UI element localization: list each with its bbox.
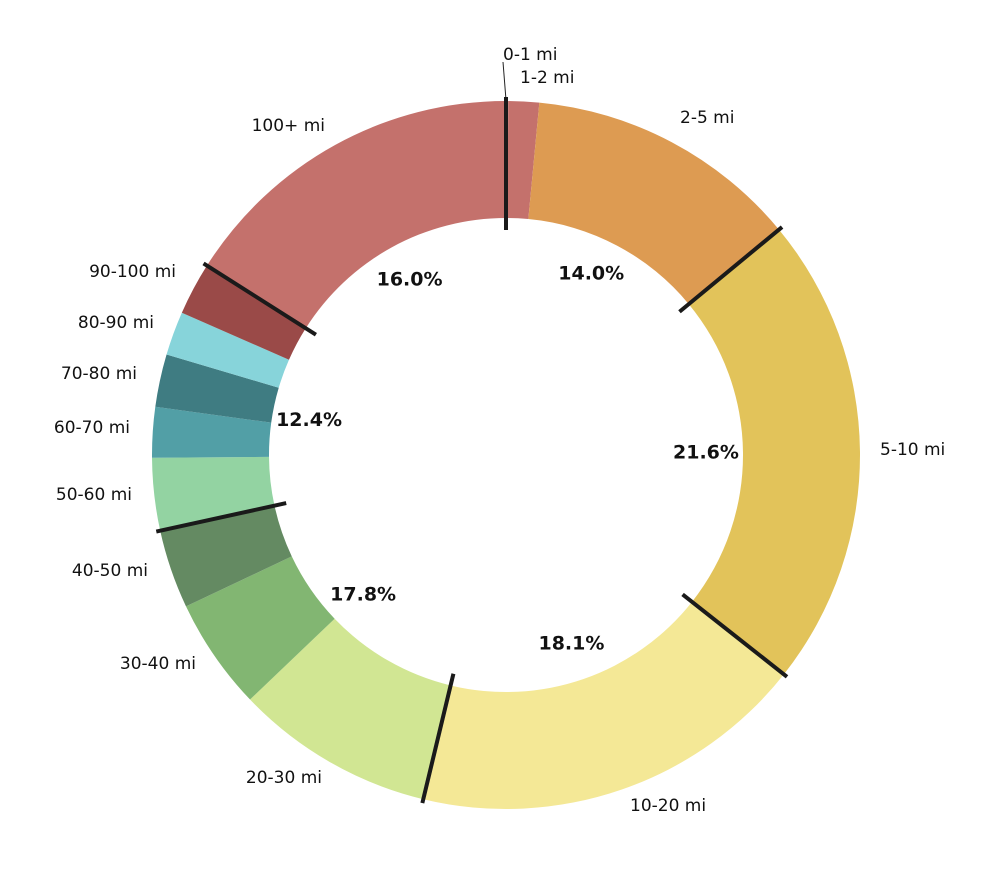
group-label: 17.8% xyxy=(330,583,396,605)
leader-line xyxy=(502,61,507,101)
slice xyxy=(160,505,292,607)
slice-label: 50-60 mi xyxy=(56,485,132,505)
group-label: 12.4% xyxy=(276,409,342,431)
group-label: 18.1% xyxy=(538,632,604,654)
slice xyxy=(423,601,784,810)
group-separator xyxy=(155,501,287,534)
slice-label: 90-100 mi xyxy=(89,262,176,282)
slice xyxy=(507,101,540,220)
slice xyxy=(152,406,272,458)
slice xyxy=(250,618,451,800)
slice xyxy=(688,229,860,675)
slice-label: 20-30 mi xyxy=(246,768,322,788)
group-separator xyxy=(681,592,789,679)
slice-label: 2-5 mi xyxy=(680,108,734,128)
group-label: 21.6% xyxy=(673,441,739,463)
slice-label: 60-70 mi xyxy=(54,418,130,438)
slice xyxy=(528,102,779,305)
group-label: 14.0% xyxy=(558,263,624,285)
slice xyxy=(155,354,279,423)
slice xyxy=(181,265,306,360)
slice-label: 30-40 mi xyxy=(120,654,196,674)
slice-label: 10-20 mi xyxy=(630,796,706,816)
slice xyxy=(166,312,289,388)
slice-label: 5-10 mi xyxy=(880,440,945,460)
slice xyxy=(185,556,335,700)
slice-label: 1-2 mi xyxy=(520,68,574,88)
group-separator xyxy=(202,261,317,337)
slice-label: 40-50 mi xyxy=(72,561,148,581)
group-label: 16.0% xyxy=(377,268,443,290)
slice xyxy=(206,101,507,329)
slice-label: 80-90 mi xyxy=(78,313,154,333)
slice-label: 0-1 mi xyxy=(503,45,557,65)
slice-label: 100+ mi xyxy=(252,116,325,136)
group-separator xyxy=(420,673,456,804)
group-separator xyxy=(678,225,784,314)
slice-label: 70-80 mi xyxy=(61,364,137,384)
